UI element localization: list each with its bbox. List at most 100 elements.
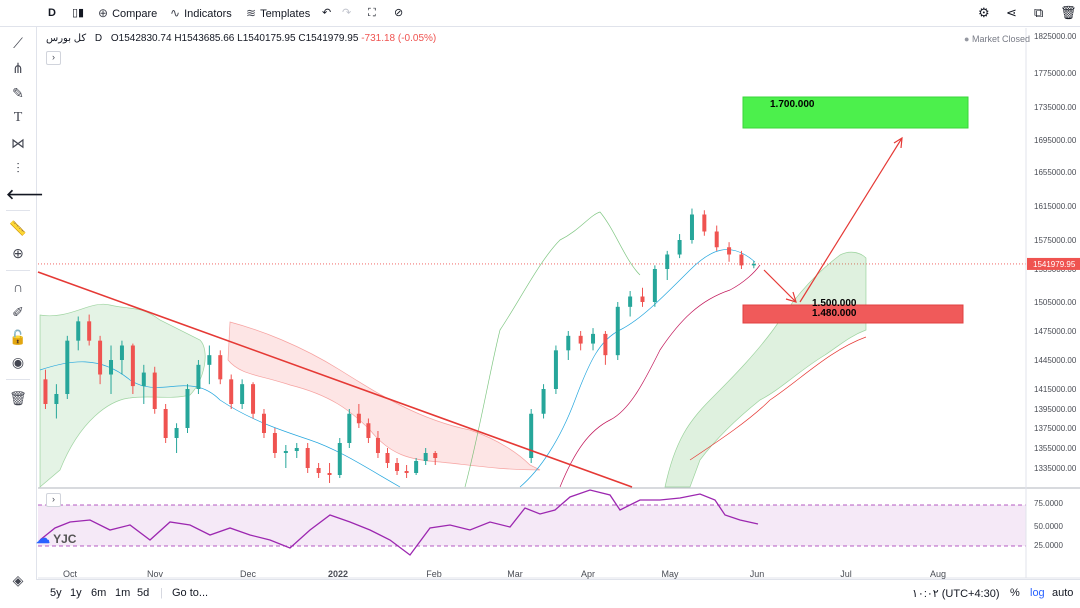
back-arrow-icon[interactable]: 🡐	[6, 186, 44, 202]
bottom-toolbar: 5y 1y 6m 1m 5d | Go to... ۱۰:۰۲ (UTC+4:3…	[36, 579, 1080, 608]
price-tick-label: 1695000.00	[1034, 136, 1077, 145]
candle-body	[196, 364, 201, 389]
text-tool-icon[interactable]: T	[13, 110, 23, 125]
price-tick-label: 1415000.00	[1034, 385, 1077, 394]
up-arrow-line	[799, 137, 903, 303]
support-zone	[742, 304, 964, 324]
price-tick-label: 1655000.00	[1034, 168, 1077, 177]
candle-body	[283, 451, 288, 453]
price-tick-label: 1775000.00	[1034, 69, 1077, 78]
magnet-icon[interactable]: ∩	[12, 279, 24, 295]
time-tick-label: Apr	[581, 569, 595, 579]
candle-body	[272, 433, 277, 453]
templates-button[interactable]: ≋ Templates	[246, 6, 311, 20]
price-tick-label: 1615000.00	[1034, 202, 1077, 211]
prediction-icon[interactable]: ⫶	[16, 160, 20, 176]
range-6m-button[interactable]: 6m	[91, 587, 107, 599]
zoom-in-icon[interactable]: ⊕	[12, 245, 24, 261]
cloud-lower-edge	[689, 336, 867, 461]
layers-icon[interactable]: ◈	[12, 572, 24, 588]
settings-gear-icon[interactable]: ⚙	[978, 5, 990, 20]
goto-button[interactable]: Go to...	[172, 587, 209, 599]
candle-type-icon[interactable]: ▯▮	[72, 7, 85, 19]
candle-body	[76, 321, 81, 341]
candles	[43, 208, 756, 483]
time-tick-label: Nov	[147, 569, 164, 579]
candle-body	[433, 453, 438, 458]
auto-toggle[interactable]: auto	[1052, 587, 1074, 599]
candle-body	[65, 340, 70, 394]
candle-body	[640, 296, 645, 302]
market-status: ● Market Closed	[964, 34, 1030, 44]
candle-body	[541, 389, 546, 414]
pattern-icon[interactable]: ⋈	[11, 135, 25, 151]
lock-drawing-icon[interactable]: ✐	[12, 304, 24, 320]
redo-icon[interactable]: ↷	[342, 7, 352, 19]
price-tick-label: 1355000.00	[1034, 444, 1077, 453]
range-5y-button[interactable]: 5y	[50, 587, 62, 599]
candle-body	[714, 231, 719, 248]
log-toggle[interactable]: log	[1030, 587, 1045, 599]
cloud-icon: ☁	[36, 530, 50, 546]
up-arrow-head	[893, 136, 903, 149]
percent-toggle[interactable]: %	[1010, 587, 1020, 599]
candle-body	[152, 372, 157, 409]
collapse-legend-icon[interactable]: ›	[46, 51, 61, 65]
price-tick-label: 1575000.00	[1034, 236, 1077, 245]
unlock-icon[interactable]: 🔓	[9, 329, 27, 345]
range-1m-button[interactable]: 1m	[115, 587, 131, 599]
indicators-button[interactable]: ∿ Indicators	[170, 6, 232, 20]
fullscreen-icon[interactable]: ⛶	[368, 7, 376, 19]
legend-high: H1543685.66	[174, 33, 235, 44]
candle-body	[327, 473, 332, 475]
candle-body	[529, 413, 534, 458]
range-5d-button[interactable]: 5d	[137, 587, 150, 599]
top-toolbar: D ▯▮ ⊕ Compare ∿ Indicators ≋ Templates ↶ ↷…	[0, 0, 1080, 27]
trend-line-icon[interactable]: ⟋	[13, 35, 23, 51]
axes: 1825000.00 1775000.00 1735000.00 1695000.00…	[38, 28, 1080, 579]
base-line	[519, 249, 756, 488]
compare-button[interactable]: ⊕ Compare	[98, 6, 158, 20]
watermark-logo: ☁ YJC	[36, 530, 77, 546]
candle-body	[119, 345, 124, 360]
popout-icon[interactable]: ⧉	[1034, 5, 1044, 20]
range-1y-button[interactable]: 1y	[70, 587, 82, 599]
indicator-lines	[39, 211, 867, 488]
candle-body	[337, 443, 342, 475]
collapse-rsi-legend-icon[interactable]: ›	[46, 493, 61, 507]
candle-body	[347, 413, 352, 443]
price-tick-label: 1335000.00	[1034, 464, 1077, 473]
share-icon[interactable]: ⋖	[1006, 5, 1017, 20]
legend-interval: D	[94, 33, 103, 44]
time-tick-label: Feb	[426, 569, 442, 579]
price-tick-label: 1375000.00	[1034, 424, 1077, 433]
brush-icon[interactable]: ✎	[12, 85, 24, 101]
time-tick-label: Mar	[507, 569, 523, 579]
support-label-1: 1.500.000	[812, 298, 857, 309]
delete-icon[interactable]: 🗑	[1060, 5, 1077, 20]
rsi-band	[38, 505, 1026, 546]
ruler-icon[interactable]: 📏	[9, 220, 27, 236]
undo-icon[interactable]: ↶	[322, 7, 332, 19]
trash-icon[interactable]: 🗑	[9, 390, 27, 406]
candle-body	[207, 355, 212, 365]
interval-button[interactable]: D	[48, 7, 56, 19]
rsi-tick-label: 25.0000	[1034, 541, 1063, 550]
pitchfork-icon[interactable]: ⋔	[12, 60, 24, 76]
candle-body	[240, 384, 245, 404]
snapshot-icon[interactable]: ⊘	[394, 7, 404, 19]
candle-body	[414, 461, 419, 473]
timezone-label[interactable]: ۱۰:۰۲ (UTC+4:30)	[912, 588, 1000, 600]
candle-body	[395, 463, 400, 471]
time-tick-label: Jul	[840, 569, 852, 579]
candle-body	[553, 350, 558, 389]
cloud-green-area	[39, 303, 206, 488]
eye-icon[interactable]: ◉	[11, 354, 25, 370]
price-tick-label: 1445000.00	[1034, 356, 1077, 365]
candle-body	[677, 240, 682, 255]
candle-body	[739, 254, 744, 266]
down-arrow-head	[785, 291, 797, 303]
last-price-badge	[1027, 257, 1080, 270]
